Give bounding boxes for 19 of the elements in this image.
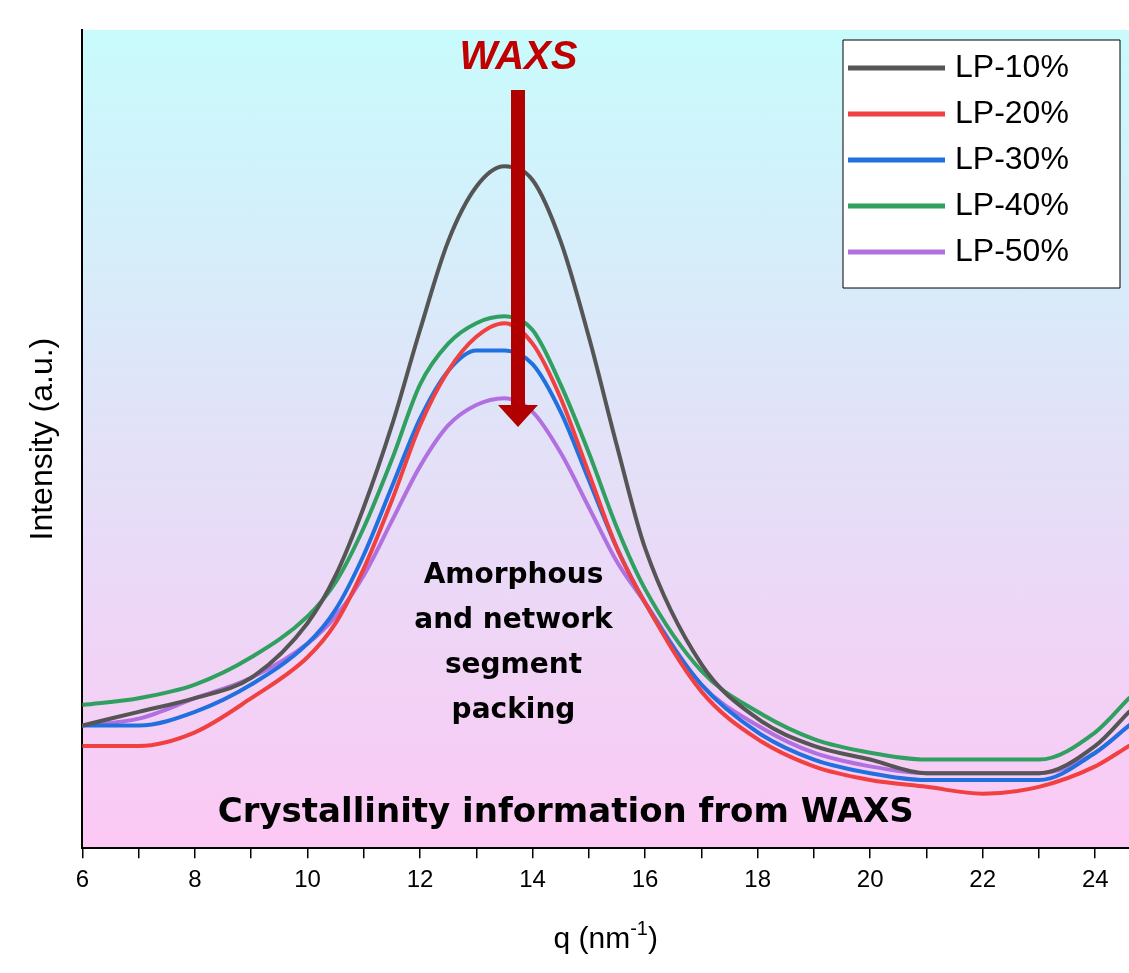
x-tick-label: 18 bbox=[744, 865, 771, 893]
x-tick-label: 8 bbox=[188, 865, 202, 893]
legend-label: LP-30% bbox=[955, 139, 1069, 176]
text: WAXS bbox=[459, 33, 578, 78]
legend-label: LP-40% bbox=[955, 185, 1069, 222]
x-tick-label: 20 bbox=[856, 865, 884, 893]
x-tick-label: 14 bbox=[519, 865, 546, 893]
annotation: Crystallinity information from WAXS bbox=[217, 790, 914, 831]
x-tick-label: 22 bbox=[969, 865, 997, 893]
y-axis-title: Intensity (a.u.) bbox=[23, 337, 60, 541]
legend-label: LP-50% bbox=[955, 231, 1069, 268]
x-tick-label: 6 bbox=[75, 865, 90, 893]
x-tick-label: 24 bbox=[1081, 865, 1109, 893]
x-tick-label: 12 bbox=[406, 865, 434, 893]
legend-label: LP-20% bbox=[955, 93, 1069, 130]
annotation: Amorphous and network segment packing bbox=[414, 557, 615, 726]
legend-label: LP-10% bbox=[955, 47, 1069, 84]
x-tick-label: 16 bbox=[631, 865, 659, 893]
x-tick-label: 10 bbox=[294, 865, 321, 893]
